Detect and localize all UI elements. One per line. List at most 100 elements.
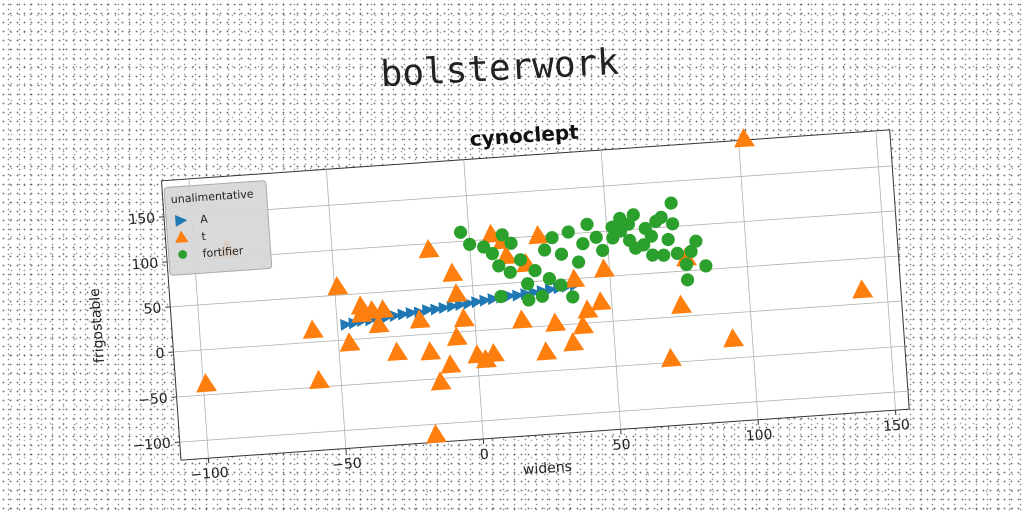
data-point [503,290,517,303]
data-point [734,128,755,148]
data-point [430,303,443,316]
data-point [418,238,440,259]
series-layer [196,128,874,444]
data-point [397,308,410,321]
data-point [576,237,590,251]
y-axis-label: frigostable [87,288,108,364]
data-point [405,307,418,320]
data-point [453,308,475,328]
data-point [340,318,353,331]
data-point [504,236,518,250]
legend-marker [174,214,188,227]
legend-title: unalimentative [170,187,254,206]
grid [163,130,908,459]
data-point [554,278,568,292]
data-point [430,371,452,391]
data-point [492,259,506,273]
y-gridline [167,210,896,263]
data-point [554,247,569,261]
data-point [689,234,703,248]
data-point [661,347,682,368]
data-point [661,232,675,247]
data-point [644,229,658,243]
data-point [368,313,390,334]
data-point [442,262,464,283]
data-point [670,246,685,260]
y-gridline [163,165,893,218]
data-point [484,343,505,363]
x-tick-label: −100 [190,465,229,484]
data-point [440,354,462,374]
legend-marker [178,250,188,259]
data-point [637,238,651,252]
y-gridline [170,255,899,308]
data-point [684,244,698,259]
data-point [561,225,575,239]
x-tick-label: 150 [883,417,911,435]
data-point [564,268,586,288]
data-point [590,291,612,311]
data-point [528,224,550,245]
data-point [339,332,361,352]
data-point [521,277,535,291]
data-point [327,276,349,296]
x-tick-label: 50 [612,437,631,454]
data-point [446,283,468,303]
data-point [512,289,525,302]
y-tick-label: 150 [128,210,156,228]
data-point [566,290,580,304]
y-tick-label: −50 [138,391,169,409]
data-point [446,326,468,347]
data-point [535,289,549,303]
x-tick-label: 0 [479,447,489,464]
y-gridline [176,345,905,398]
legend-label: fortifier [202,244,244,260]
data-point [196,373,218,393]
data-point [577,299,599,319]
data-point [671,294,693,315]
data-point [309,369,331,390]
data-point [572,255,586,269]
data-point [699,259,713,273]
data-point [594,258,615,278]
x-tick-label: −50 [332,456,363,474]
data-point [422,304,435,317]
data-point [723,328,745,348]
data-point [446,300,459,313]
data-point [544,283,558,296]
data-point [657,248,671,262]
data-point [426,424,448,444]
y-tick-label: 0 [155,346,165,363]
chart-root: −100 −50 0 50 100 150 −100 −50 0 50 100 150 cynocle… [87,120,911,484]
legend-box [163,180,273,276]
data-point [409,309,431,329]
data-point [302,319,324,339]
data-point [852,279,874,299]
data-point [563,332,585,352]
data-point [542,272,556,286]
data-point [596,243,610,258]
x-gridline [600,150,622,430]
data-point [665,217,680,231]
legend-label: A [200,213,209,227]
x-gridline [875,130,896,411]
legend-label: t [201,230,207,243]
data-point [494,289,508,304]
data-point [589,230,603,244]
data-point [664,196,678,210]
data-point [454,299,468,312]
x-gridline [325,169,347,449]
series-fortifier [453,196,713,307]
data-point [487,293,500,306]
data-point [485,247,500,261]
legend-marker [175,230,189,243]
data-point [512,309,533,329]
data-point [522,293,536,307]
chart-title: cynoclept [469,120,580,152]
y-gridline [173,300,902,353]
data-point [654,210,668,224]
data-point [626,208,640,222]
data-point [463,237,477,251]
